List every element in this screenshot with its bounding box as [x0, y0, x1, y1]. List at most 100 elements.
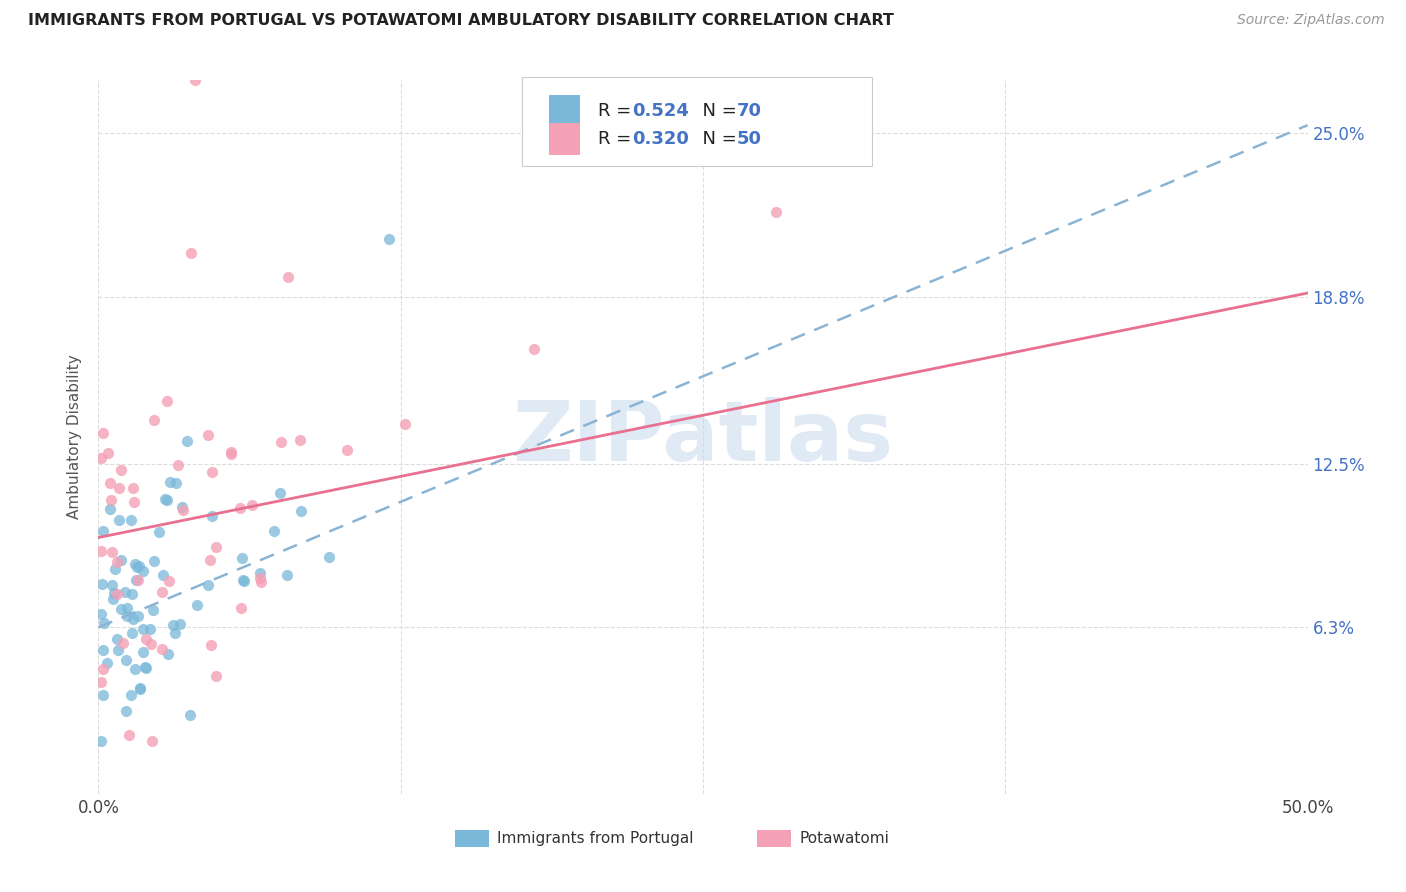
Point [117, 601, 139, 615]
Point [148, 525, 170, 540]
Point [231, 601, 253, 615]
Bar [550, 95, 579, 127]
Point [90, 577, 112, 591]
Point [115, 653, 138, 667]
Point [288, 433, 311, 447]
Point [250, 575, 273, 590]
Point [132, 565, 155, 579]
Bar [758, 830, 792, 847]
Point [240, 498, 263, 512]
Point [124, 557, 146, 571]
Point [377, 232, 399, 246]
Point [110, 463, 132, 477]
Point [142, 603, 165, 617]
Point [263, 524, 285, 538]
Point [90, 675, 112, 690]
Point [121, 625, 143, 640]
Point [110, 553, 132, 567]
Point [165, 626, 187, 640]
Point [141, 637, 163, 651]
Point [139, 622, 162, 636]
Point [231, 550, 253, 565]
Point [179, 708, 201, 723]
Point [103, 586, 125, 600]
Point [91, 425, 114, 440]
Point [249, 571, 271, 585]
Point [105, 587, 128, 601]
Text: 0.524: 0.524 [631, 102, 689, 120]
Point [523, 342, 546, 356]
Point [127, 573, 149, 587]
Point [201, 509, 224, 524]
Point [129, 681, 152, 696]
Point [204, 540, 226, 554]
FancyBboxPatch shape [522, 77, 872, 166]
Point [132, 644, 155, 658]
Point [165, 475, 187, 490]
Text: R =: R = [598, 130, 637, 148]
Point [765, 205, 787, 219]
Point [114, 584, 136, 599]
Point [197, 428, 219, 442]
Text: N =: N = [690, 102, 742, 120]
Text: IMMIGRANTS FROM PORTUGAL VS POTAWATOMI AMBULATORY DISABILITY CORRELATION CHART: IMMIGRANTS FROM PORTUGAL VS POTAWATOMI A… [28, 13, 894, 29]
Point [120, 513, 142, 527]
Point [135, 632, 157, 647]
Point [197, 578, 219, 592]
Point [124, 662, 146, 676]
Bar [550, 123, 579, 155]
Point [249, 566, 271, 580]
Point [91, 662, 114, 676]
Point [129, 681, 152, 695]
Point [127, 609, 149, 624]
Point [101, 592, 124, 607]
Point [100, 545, 122, 559]
Point [276, 568, 298, 582]
Point [152, 642, 174, 657]
Point [156, 492, 179, 507]
Point [135, 661, 157, 675]
Point [108, 512, 131, 526]
Point [172, 500, 194, 514]
Point [96, 656, 118, 670]
Point [105, 555, 128, 569]
Point [232, 573, 254, 587]
Point [200, 638, 222, 652]
Point [198, 553, 221, 567]
Point [180, 245, 202, 260]
Point [124, 573, 146, 587]
Point [318, 549, 340, 564]
Point [101, 578, 124, 592]
Point [104, 562, 127, 576]
Point [121, 481, 143, 495]
Text: 50: 50 [737, 130, 762, 148]
Point [184, 73, 207, 87]
Text: 70: 70 [737, 102, 762, 120]
Point [100, 493, 122, 508]
Point [125, 560, 148, 574]
Point [219, 447, 242, 461]
Point [155, 491, 177, 506]
Point [156, 648, 179, 662]
Y-axis label: Ambulatory Disability: Ambulatory Disability [67, 355, 83, 519]
Point [204, 669, 226, 683]
Point [115, 704, 138, 718]
Text: R =: R = [598, 102, 637, 120]
Point [277, 269, 299, 284]
Point [90, 607, 112, 622]
Point [201, 465, 224, 479]
Point [91, 688, 114, 702]
Point [100, 501, 122, 516]
Point [232, 574, 254, 588]
Point [269, 486, 291, 500]
Point [107, 643, 129, 657]
Point [107, 481, 129, 495]
Point [105, 632, 128, 647]
Point [121, 586, 143, 600]
Bar [456, 830, 489, 847]
Point [90, 544, 112, 558]
Point [134, 659, 156, 673]
Point [270, 435, 292, 450]
Point [169, 616, 191, 631]
Point [141, 734, 163, 748]
